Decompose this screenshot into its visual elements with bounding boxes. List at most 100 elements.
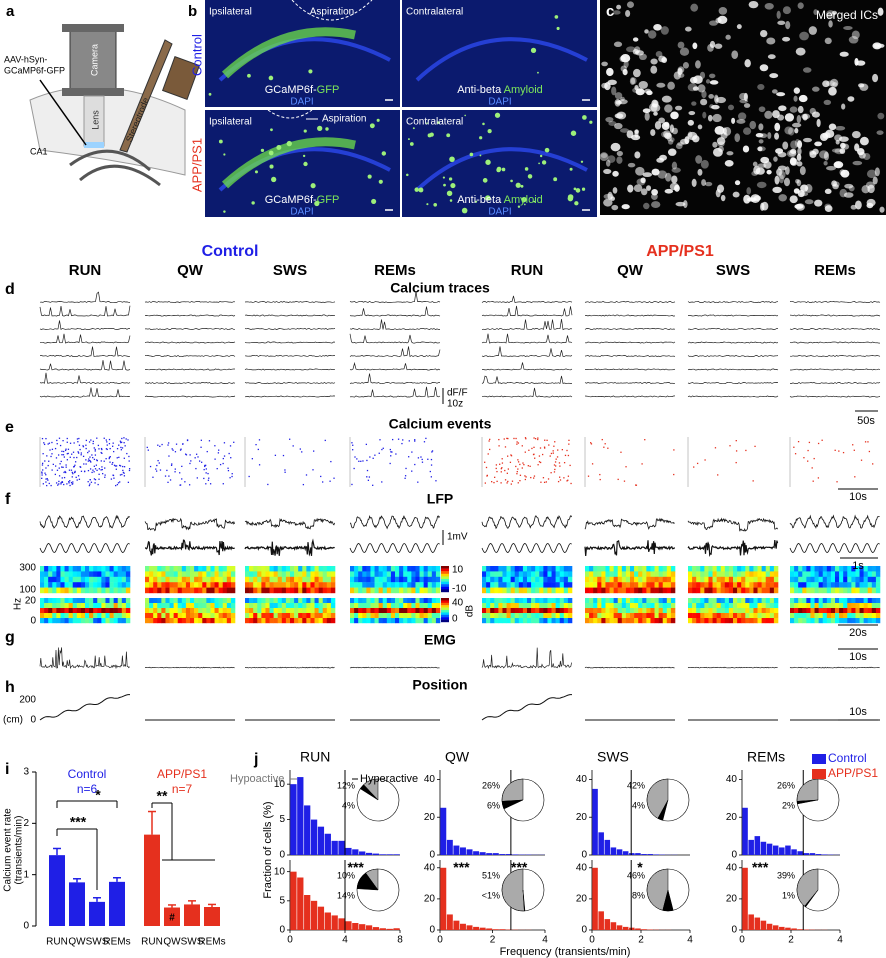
spectrogram-cell [202,582,207,588]
spectrogram-cell [257,613,262,619]
label: SWS [181,937,204,948]
spectrogram-cell [403,571,408,577]
cell [679,47,690,56]
spectrogram-cell [80,608,86,614]
spectrogram-cell [733,587,738,594]
spectrogram-cell [386,582,392,588]
spectrogram-cell [638,613,643,619]
spectrogram-cell [354,566,359,572]
bar [109,881,125,926]
spectrogram-cell [52,598,57,604]
spectrogram-cell [613,566,619,572]
spectrogram-cell [769,618,775,624]
pie-hypo [657,799,669,821]
cell [858,151,866,159]
spectrogram-cell [806,576,811,583]
spectrogram-cell [757,598,762,604]
spectrogram-cell [382,566,388,572]
cell [757,83,765,91]
spectrogram-cell [662,576,668,583]
cell [764,2,774,10]
spectrogram-cell [403,566,408,572]
hist-bar [393,928,400,930]
spectrogram-cell [411,603,416,609]
spectrogram-cell [830,576,836,583]
cell [608,121,617,127]
spectrogram-cell [314,566,319,572]
spectrogram-cell [708,618,713,624]
event [561,449,564,451]
calcium-trace [481,375,572,385]
spectrogram-cell [810,576,815,583]
spectrogram-cell [630,608,635,614]
hist-bar [379,854,386,855]
spectrogram-cell [638,582,643,588]
cell [627,162,636,168]
spectrogram-cell [72,613,78,619]
event [71,476,73,478]
plaque [271,176,277,183]
plaque [247,73,251,78]
event [500,482,502,484]
spectrogram-cell [773,608,779,614]
spectrogram-cell [733,618,738,624]
label: EMG [424,632,456,648]
event [93,478,96,480]
spectrogram-cell [80,598,86,604]
event [89,468,92,470]
cell [707,43,714,52]
event [103,437,105,439]
label: Control [202,243,259,260]
event [568,439,570,441]
spectrogram-cell [153,571,158,577]
plaque [589,120,593,124]
cell [799,191,809,197]
spectrogram-cell [198,608,203,614]
spectrogram-cell [318,613,324,619]
calcium-trace [789,341,881,344]
spectrogram-cell [277,613,283,619]
spectrogram-cell [692,613,697,619]
spectrogram-cell [810,598,815,604]
calcium-trace [39,372,131,385]
spectrogram-cell [85,598,90,604]
spectrogram-cell [370,582,375,588]
spectrogram-cell [666,582,672,588]
event [44,460,46,462]
spectrogram-cell [621,608,627,614]
spectrogram-cell [218,576,224,583]
spectrogram-cell [543,608,548,614]
cell [638,80,648,89]
event [74,470,76,473]
spectrogram-cell [399,613,404,619]
spectrogram-cell [551,566,556,572]
cell [759,64,769,72]
spectrogram-cell [370,598,375,604]
spectrogram-cell [597,608,602,614]
cell [774,122,781,132]
spectrogram-cell [563,587,569,594]
spectrogram-cell [843,571,848,577]
spectrogram-cell [44,598,49,604]
spectrogram-cell [226,587,232,594]
event [65,464,67,466]
spectrogram-cell [696,566,701,572]
colorbar [441,610,449,613]
spectrogram-cell [830,603,836,609]
pie-hypo [359,784,379,801]
spectrogram-cell [757,587,762,594]
spectrogram-cell [306,571,311,577]
spectrogram-cell [859,571,864,577]
spectrogram-cell [285,598,291,604]
event [44,472,46,474]
spectrogram-cell [407,598,412,604]
spectrogram-cell [855,603,860,609]
event [77,441,79,443]
calcium-trace [39,387,131,398]
cell [653,111,658,116]
spectrogram-cell [190,576,195,583]
event [125,438,127,440]
spectrogram-cell [567,598,573,604]
spectrogram-cell [245,566,250,572]
event [48,460,50,462]
